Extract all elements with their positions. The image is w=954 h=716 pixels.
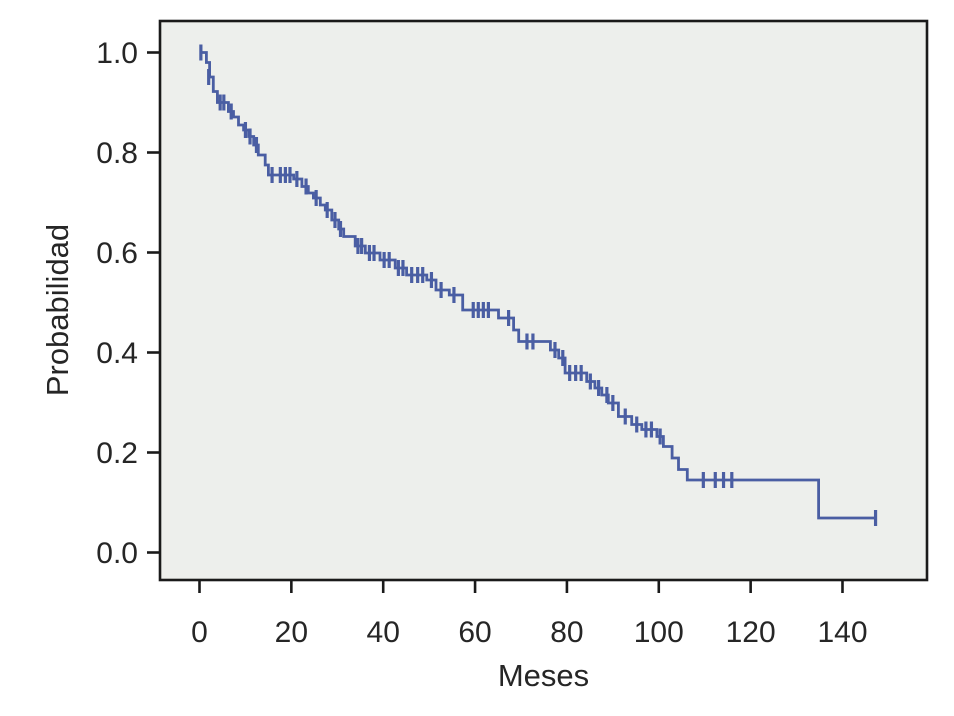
y-tick-label: 0.8 [96,137,138,170]
y-tick-label: 0.4 [96,337,138,370]
plot-area [158,19,929,582]
x-tick-label: 120 [726,616,776,649]
y-tick-label: 0.0 [96,537,138,570]
x-tick-label: 40 [367,616,400,649]
y-axis-title: Probabilidad [39,223,75,397]
x-tick-label: 0 [191,616,208,649]
x-tick-label: 100 [634,616,684,649]
x-tick-label: 60 [458,616,491,649]
y-tick-label: 1.0 [96,37,138,70]
y-tick-label: 0.2 [96,437,138,470]
x-axis-title: Meses [497,658,590,693]
x-tick-label: 80 [550,616,583,649]
x-tick-label: 140 [817,616,867,649]
x-tick-label: 20 [275,616,308,649]
y-tick-label: 0.6 [96,237,138,270]
